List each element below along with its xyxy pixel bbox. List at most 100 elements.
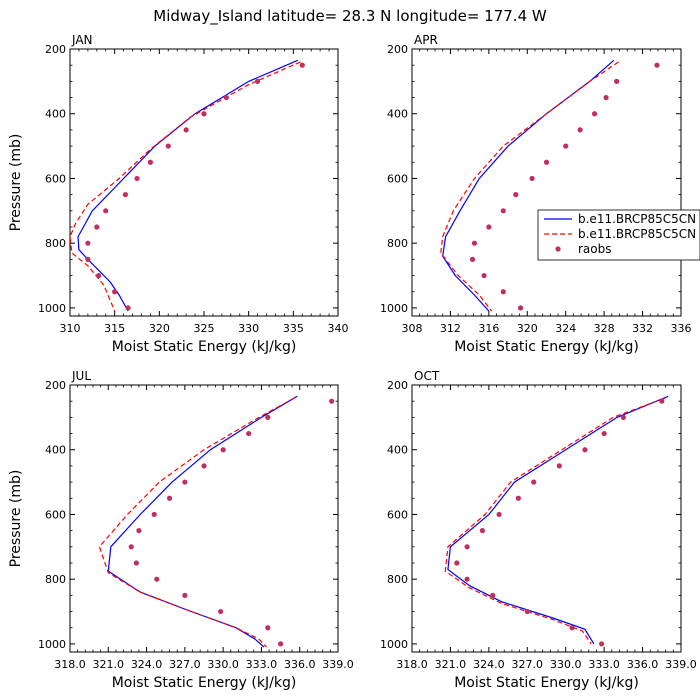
x-tick-label: 333.0 xyxy=(588,658,620,671)
raobs-point xyxy=(500,289,506,295)
raobs-point xyxy=(94,224,100,230)
raobs-point xyxy=(582,447,588,453)
raobs-point xyxy=(556,463,562,469)
x-tick-label: 320 xyxy=(149,322,170,335)
y-tick-label: 600 xyxy=(387,508,408,521)
panel-title-jan: JAN xyxy=(71,33,93,47)
x-tick-label: 336 xyxy=(671,322,692,335)
raobs-point xyxy=(112,289,118,295)
x-tick-label: 336.0 xyxy=(627,658,659,671)
x-tick-label: 324.0 xyxy=(473,658,505,671)
panels: JAN 310 315 320 325 330 335 340 200 400 600 800 1000… xyxy=(8,33,697,691)
raobs-point xyxy=(517,305,524,311)
raobs-point xyxy=(543,159,550,165)
y-tick-label: 200 xyxy=(45,43,66,56)
plot-area-jan xyxy=(69,48,339,317)
y-tick-label: 1000 xyxy=(380,302,408,315)
raobs-point xyxy=(471,240,478,246)
legend-label-model1: b.e11.BRCP85C5CN xyxy=(578,212,696,226)
x-tick-label: 330.0 xyxy=(207,658,239,671)
raobs-point xyxy=(165,143,171,149)
y-tick-label: 400 xyxy=(387,108,408,121)
raobs-point xyxy=(103,208,109,214)
raobs-point xyxy=(490,592,496,598)
raobs-point xyxy=(201,463,207,469)
y-axis-label: Pressure (mb) xyxy=(8,470,24,568)
plot-area-jul xyxy=(69,384,339,653)
model1-line xyxy=(77,59,299,312)
raobs-point xyxy=(265,414,271,420)
raobs-point xyxy=(277,641,284,647)
raobs-point xyxy=(569,625,575,631)
x-axis-label: Moist Static Energy (kJ/kg) xyxy=(454,339,639,355)
x-tick-label: 312 xyxy=(440,322,461,335)
raobs-point xyxy=(166,495,173,501)
panel-title-oct: OCT xyxy=(414,369,440,383)
legend-label-model2: b.e11.BRCP85C5CN xyxy=(578,227,696,241)
raobs-point xyxy=(223,94,229,101)
x-tick-label: 325 xyxy=(194,322,215,335)
y-tick-label: 1000 xyxy=(38,638,66,651)
y-tick-label: 800 xyxy=(387,237,408,250)
legend: b.e11.BRCP85C5CN b.e11.BRCP85C5CN raobs xyxy=(537,209,700,261)
raobs-point xyxy=(515,495,521,501)
raobs-point xyxy=(122,192,128,198)
model2-line xyxy=(70,61,301,312)
model1-line xyxy=(107,395,298,648)
panel-apr: APR 308 312 316 320 324 328 332 336 200 400 600 800 1… xyxy=(380,33,692,355)
raobs-point xyxy=(464,576,470,582)
legend-label-raobs: raobs xyxy=(578,242,612,256)
raobs-point xyxy=(182,479,188,485)
panel-title-apr: APR xyxy=(414,33,438,47)
raobs-point xyxy=(182,592,188,598)
raobs-point xyxy=(603,94,609,101)
y-axis-label: Pressure (mb) xyxy=(8,134,24,232)
raobs-point xyxy=(479,528,486,534)
raobs-point xyxy=(133,560,139,566)
raobs-point xyxy=(598,641,605,647)
raobs-point xyxy=(125,305,131,311)
figure-title: Midway_Island latitude= 28.3 N longitude… xyxy=(153,7,547,26)
model1-line xyxy=(442,59,615,312)
y-tick-label: 400 xyxy=(387,444,408,457)
raobs-point xyxy=(654,62,660,68)
raobs-point xyxy=(486,224,492,230)
x-tick-label: 321.0 xyxy=(93,658,125,671)
raobs-point xyxy=(529,175,535,182)
plot-area-apr xyxy=(411,48,682,317)
raobs-point xyxy=(154,576,160,582)
raobs-point xyxy=(659,398,665,404)
raobs-point xyxy=(563,143,569,149)
raobs-point xyxy=(136,528,142,534)
y-tick-label: 600 xyxy=(387,172,408,185)
x-tick-label: 308 xyxy=(402,322,423,335)
raobs-point xyxy=(524,608,530,615)
panel-title-jul: JUL xyxy=(71,369,91,383)
raobs-point xyxy=(255,78,261,84)
raobs-point xyxy=(85,256,91,262)
raobs-point xyxy=(454,560,460,566)
y-tick-label: 200 xyxy=(387,43,408,56)
raobs-point xyxy=(513,192,519,198)
x-tick-label: 327.0 xyxy=(512,658,544,671)
raobs-point xyxy=(577,127,583,133)
raobs-point xyxy=(469,256,476,262)
y-tick-label: 600 xyxy=(45,172,66,185)
model2-line xyxy=(440,61,619,312)
x-tick-label: 335 xyxy=(283,322,304,335)
x-axis-label: Moist Static Energy (kJ/kg) xyxy=(112,675,297,691)
x-tick-label: 324.0 xyxy=(131,658,163,671)
y-tick-label: 800 xyxy=(45,237,66,250)
x-tick-label: 328 xyxy=(594,322,615,335)
series-group-jul xyxy=(98,395,335,648)
raobs-point xyxy=(151,511,157,518)
y-tick-label: 1000 xyxy=(38,302,66,315)
raobs-point xyxy=(147,159,153,165)
y-tick-label: 800 xyxy=(387,573,408,586)
raobs-point xyxy=(614,78,620,84)
x-tick-label: 310 xyxy=(60,322,81,335)
legend-box xyxy=(537,209,700,261)
series-group-oct xyxy=(444,395,669,647)
x-tick-label: 336.0 xyxy=(284,658,316,671)
